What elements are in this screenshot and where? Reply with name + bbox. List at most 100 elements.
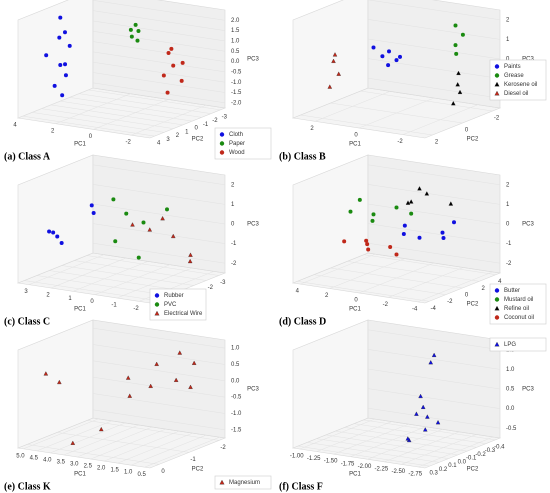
point xyxy=(160,216,165,221)
panel: 3210-1-2210-1-2-3210-1-2PC1PC2PC3RubberP… xyxy=(4,154,259,327)
point xyxy=(460,32,465,37)
point xyxy=(58,15,63,20)
grid-line xyxy=(104,430,180,462)
grid-line xyxy=(367,164,501,186)
point xyxy=(188,252,193,257)
grid-line xyxy=(49,270,182,291)
y-tick-label: 2 xyxy=(435,140,439,146)
point xyxy=(456,70,461,76)
legend-label: Mustard oil xyxy=(504,297,533,303)
grid-line xyxy=(353,423,486,444)
grid-line xyxy=(131,434,207,466)
y-tick-label: -2 xyxy=(447,299,453,305)
grid-line xyxy=(56,432,190,453)
point xyxy=(365,242,370,247)
legend-marker xyxy=(494,73,500,78)
x-tick-label: -2 xyxy=(397,139,403,145)
z-tick-label: 0 xyxy=(506,222,510,228)
legend-box xyxy=(214,127,272,160)
legend-marker xyxy=(494,288,500,293)
point xyxy=(91,210,96,215)
x-tick-label: 2 xyxy=(51,128,55,134)
grid-line xyxy=(307,442,440,463)
x-tick-label: -2 xyxy=(125,140,131,146)
legend-label: Grease xyxy=(504,73,524,79)
grid-line xyxy=(26,444,160,465)
y-tick-label: 4 xyxy=(498,279,502,285)
point xyxy=(440,230,445,235)
point xyxy=(441,236,446,241)
grid-line xyxy=(401,434,477,465)
point xyxy=(179,78,184,83)
point xyxy=(124,211,129,216)
legend-marker xyxy=(494,297,500,302)
grid-line xyxy=(367,368,501,390)
grid-line xyxy=(50,104,183,126)
y-tick-label: 2 xyxy=(176,133,180,139)
point xyxy=(364,238,369,243)
grid-line xyxy=(363,254,496,275)
x-tick-label: -1.75 xyxy=(341,461,355,467)
panel-caption: (b) Class B xyxy=(279,151,326,162)
panel: 420-2 43210-1-2-32.01.51.00.50.0-0.5-1.0-… xyxy=(4,0,272,162)
x-axis-label: PC1 xyxy=(349,307,361,313)
legend-box xyxy=(489,59,547,101)
point xyxy=(99,426,104,432)
legend-label: Paints xyxy=(504,64,521,70)
grid-line xyxy=(74,260,207,281)
grid-line xyxy=(60,100,193,122)
z-tick-label: 1.0 xyxy=(506,367,515,373)
y-tick-label: -0.1 xyxy=(466,456,477,462)
y-tick-label: -0.2 xyxy=(475,452,486,458)
point xyxy=(43,371,49,376)
back-pane xyxy=(292,0,369,119)
point xyxy=(165,207,169,212)
grid-line xyxy=(347,261,480,282)
x-tick-label: -2.50 xyxy=(391,469,405,475)
panel-caption: (e) Class K xyxy=(4,481,51,492)
x-tick-label: 4.5 xyxy=(30,455,39,461)
z-tick-label: -0.5 xyxy=(231,395,242,401)
grid-line xyxy=(418,436,494,468)
point xyxy=(386,63,391,68)
point xyxy=(366,247,371,252)
x-tick-label: 0 xyxy=(354,133,358,139)
legend: Butter Mustard oil Refine oil Coconut oil xyxy=(489,283,547,325)
legend-label: Paper xyxy=(229,141,245,147)
grid-line xyxy=(90,428,166,460)
x-tick-label: 0 xyxy=(354,298,358,304)
y-tick-label: 0.0 xyxy=(458,459,467,465)
side-pane xyxy=(367,0,501,109)
point xyxy=(398,54,402,59)
grid-line xyxy=(69,97,202,118)
grid-line xyxy=(300,114,433,136)
z-tick-label: 0 xyxy=(506,57,510,63)
grid-line xyxy=(24,280,157,301)
y-tick-label: 0.1 xyxy=(448,463,457,469)
legend-label: Refine oil xyxy=(504,306,529,312)
x-tick-label: 1.0 xyxy=(124,470,133,476)
grid-line xyxy=(92,376,226,398)
legend-label: Coconut oil xyxy=(504,315,534,321)
panel-caption: (a) Class A xyxy=(4,151,51,162)
legend-box xyxy=(489,337,547,352)
point xyxy=(418,393,423,399)
grid-line xyxy=(92,223,226,244)
x-tick-label: 2 xyxy=(325,293,329,299)
grid-line xyxy=(50,422,126,454)
legend-label: Rubber xyxy=(164,293,184,299)
point xyxy=(191,360,197,365)
x-tick-label: 2 xyxy=(310,126,314,132)
x-axis-label: PC1 xyxy=(74,307,86,313)
z-tick-label: 2.0 xyxy=(231,18,240,24)
grid-line xyxy=(92,31,226,52)
y-tick-label: -1 xyxy=(190,457,196,463)
point xyxy=(171,63,176,68)
z-tick-label: -2.0 xyxy=(231,100,242,106)
y-tick-label: 1 xyxy=(185,129,189,135)
z-tick-label: -1 xyxy=(506,241,512,247)
panel-caption: (f) Class F xyxy=(279,481,323,492)
legend-marker xyxy=(494,305,500,311)
grid-line xyxy=(36,420,112,452)
grid-line xyxy=(86,255,219,276)
